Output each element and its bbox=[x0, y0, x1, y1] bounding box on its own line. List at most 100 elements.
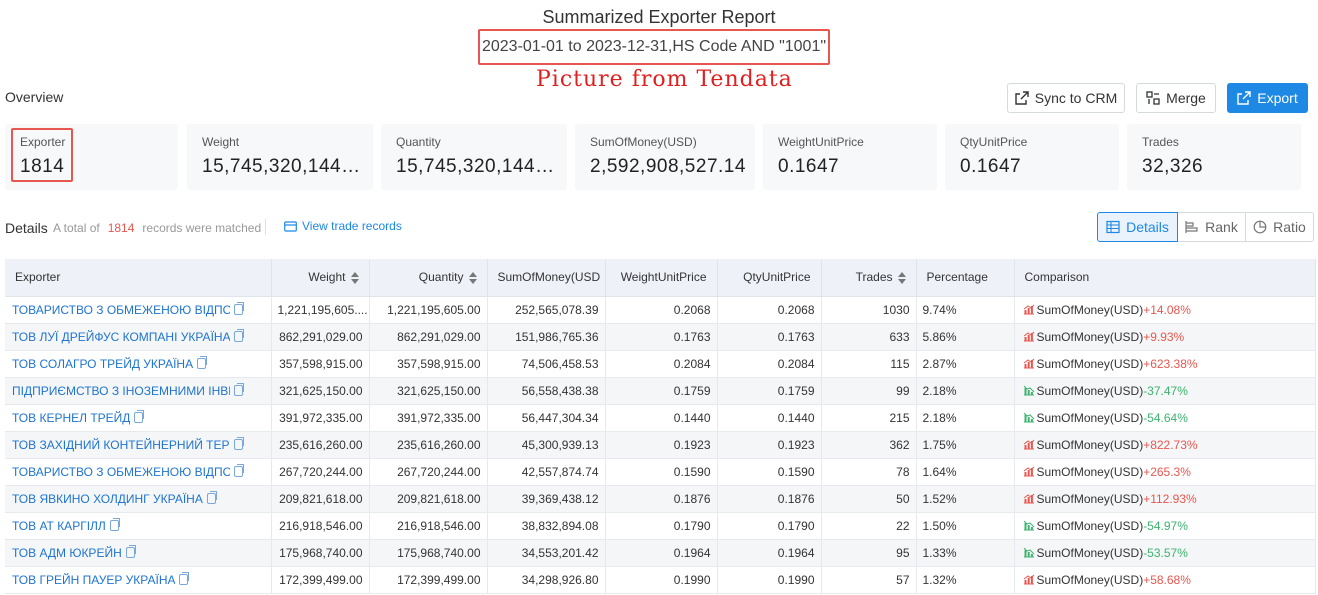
sync-to-crm-button[interactable]: Sync to CRM bbox=[1007, 83, 1125, 113]
comparison-value: +265.3% bbox=[1143, 464, 1191, 479]
sum-of-money-cell: 74,506,458.53 bbox=[487, 350, 606, 378]
sum-of-money-cell: 252,565,078.39 bbox=[487, 296, 606, 324]
column-header-trades[interactable]: Trades bbox=[821, 259, 917, 297]
column-header-sum-of-money[interactable]: SumOfMoney(USD bbox=[487, 259, 606, 297]
weight-unit-price-cell: 0.1964 bbox=[605, 539, 718, 567]
view-trade-records-label: View trade records bbox=[302, 219, 402, 233]
weight-unit-price-cell: 0.2084 bbox=[605, 350, 718, 378]
exporter-cell[interactable]: ТОВ ЗАХІДНИЙ КОНТЕЙНЕРНИЙ ТЕРМІНАЛ bbox=[5, 431, 272, 459]
copy-icon[interactable] bbox=[206, 491, 217, 505]
card-icon bbox=[284, 220, 297, 232]
copy-icon[interactable] bbox=[234, 437, 244, 451]
exporter-name-link[interactable]: ТОВ АДМ ЮКРЕЙН bbox=[12, 545, 122, 560]
exporter-name-link[interactable]: ТОВАРИСТВО З ОБМЕЖЕНОЮ ВІДПОВІДАЛЬНІСТЮ bbox=[12, 464, 230, 479]
copy-icon[interactable] bbox=[234, 383, 244, 397]
tab-details-label: Details bbox=[1126, 219, 1169, 235]
exporter-cell[interactable]: ТОВ АТ КАРГІЛЛ bbox=[5, 512, 272, 540]
sum-of-money-cell: 45,300,939.13 bbox=[487, 431, 606, 459]
comparison-cell: SumOfMoney(USD)-37.47% bbox=[1014, 377, 1316, 405]
card-trades: Trades 32,326 bbox=[1127, 124, 1301, 190]
sum-of-money-cell: 34,553,201.42 bbox=[487, 539, 606, 567]
exporter-name-link[interactable]: ТОВ АТ КАРГІЛЛ bbox=[12, 518, 106, 533]
exporter-cell[interactable]: ТОВ АДМ ЮКРЕЙН bbox=[5, 539, 272, 567]
exporter-name-link[interactable]: ТОВ КЕРНЕЛ ТРЕЙД bbox=[12, 410, 131, 425]
card-quantity: Quantity 15,745,320,144.... bbox=[381, 124, 567, 190]
tab-details[interactable]: Details bbox=[1097, 212, 1178, 242]
card-value: 15,745,320,144.... bbox=[396, 156, 556, 177]
exporter-cell[interactable]: ТОВ КЕРНЕЛ ТРЕЙД bbox=[5, 404, 272, 432]
trades-cell: 115 bbox=[821, 350, 917, 378]
copy-icon[interactable] bbox=[197, 356, 208, 370]
card-weight: Weight 15,745,320,144.... bbox=[187, 124, 373, 190]
exporter-cell[interactable]: ТОВ ГРЕЙН ПАУЕР УКРАЇНА bbox=[5, 566, 272, 594]
trend-up-chart-icon bbox=[1023, 574, 1034, 584]
qty-unit-price-cell: 0.2084 bbox=[717, 350, 822, 378]
copy-icon[interactable] bbox=[234, 302, 244, 316]
sum-of-money-cell: 151,986,765.36 bbox=[487, 323, 606, 351]
comparison-value: +112.93% bbox=[1143, 491, 1197, 506]
comparison-cell: SumOfMoney(USD)+112.93% bbox=[1014, 485, 1316, 513]
exporter-name-link[interactable]: ТОВ ЛУЇ ДРЕЙФУС КОМПАНІ УКРАЇНА bbox=[12, 329, 230, 344]
table-row: ТОВ АДМ ЮКРЕЙН 175,968,740.00 175,968,740.… bbox=[5, 539, 1316, 567]
card-value: 2,592,908,527.14 bbox=[590, 156, 746, 177]
sort-icon[interactable] bbox=[468, 272, 477, 285]
quantity-cell: 391,972,335.00 bbox=[369, 404, 488, 432]
tab-rank-label: Rank bbox=[1205, 219, 1238, 235]
sort-icon[interactable] bbox=[350, 272, 359, 285]
quantity-cell: 357,598,915.00 bbox=[369, 350, 488, 378]
exporter-name-link[interactable]: ТОВ ГРЕЙН ПАУЕР УКРАЇНА bbox=[12, 572, 176, 587]
trend-up-chart-icon bbox=[1023, 466, 1034, 476]
copy-icon[interactable] bbox=[109, 518, 120, 532]
exporter-name-link[interactable]: ТОВ ЯВКИНО ХОЛДИНГ УКРАЇНА bbox=[12, 491, 203, 506]
exporter-name-link[interactable]: ПІДПРИЄМСТВО З ІНОЗЕМНИМИ ІНВЕСТИЦІЯМИ bbox=[12, 383, 230, 398]
comparison-label: SumOfMoney(USD) bbox=[1036, 329, 1144, 344]
exporter-cell[interactable]: ТОВ ЯВКИНО ХОЛДИНГ УКРАЇНА bbox=[5, 485, 272, 513]
comparison-label: SumOfMoney(USD) bbox=[1036, 491, 1144, 506]
weight-unit-price-cell: 0.1923 bbox=[605, 431, 718, 459]
copy-icon[interactable] bbox=[234, 464, 244, 478]
merge-button[interactable]: Merge bbox=[1136, 83, 1216, 113]
exporter-cell[interactable]: ТОВ СОЛАГРО ТРЕЙД УКРАЇНА bbox=[5, 350, 272, 378]
sum-of-money-cell: 38,832,894.08 bbox=[487, 512, 606, 540]
qty-unit-price-cell: 0.1590 bbox=[717, 458, 822, 486]
watermark-text: Picture from Tendata bbox=[536, 67, 793, 92]
exporter-name-link[interactable]: ТОВАРИСТВО З ОБМЕЖЕНОЮ ВІДПОВІДАЛЬНІСТЮ bbox=[12, 302, 230, 317]
weight-cell: 862,291,029.00 bbox=[271, 323, 370, 351]
trend-up-chart-icon bbox=[1023, 493, 1034, 503]
copy-icon[interactable] bbox=[179, 572, 190, 586]
trades-cell: 57 bbox=[821, 566, 917, 594]
exporter-cell[interactable]: ТОВ ЛУЇ ДРЕЙФУС КОМПАНІ УКРАЇНА bbox=[5, 323, 272, 351]
column-header-quantity[interactable]: Quantity bbox=[369, 259, 488, 297]
tab-ratio[interactable]: Ratio bbox=[1245, 212, 1314, 242]
copy-icon[interactable] bbox=[234, 329, 244, 343]
query-summary: 2023-01-01 to 2023-12-31,HS Code AND "10… bbox=[478, 29, 830, 65]
weight-cell: 172,399,499.00 bbox=[271, 566, 370, 594]
sort-icon[interactable] bbox=[897, 272, 906, 285]
weight-cell: 391,972,335.00 bbox=[271, 404, 370, 432]
export-button[interactable]: Export bbox=[1227, 83, 1308, 113]
weight-unit-price-cell: 0.1790 bbox=[605, 512, 718, 540]
exporter-name-link[interactable]: ТОВ ЗАХІДНИЙ КОНТЕЙНЕРНИЙ ТЕРМІНАЛ bbox=[12, 437, 230, 452]
tab-rank[interactable]: Rank bbox=[1177, 212, 1246, 242]
exporter-cell[interactable]: ТОВАРИСТВО З ОБМЕЖЕНОЮ ВІДПОВІДАЛЬНІСТЮ bbox=[5, 458, 272, 486]
view-trade-records-link[interactable]: View trade records bbox=[284, 219, 402, 233]
comparison-cell: SumOfMoney(USD)+265.3% bbox=[1014, 458, 1316, 486]
column-header-weight[interactable]: Weight bbox=[271, 259, 370, 297]
card-sum-of-money: SumOfMoney(USD) 2,592,908,527.14 bbox=[575, 124, 755, 190]
comparison-label: SumOfMoney(USD) bbox=[1036, 302, 1144, 317]
card-exporter: Exporter 1814 bbox=[5, 124, 178, 190]
copy-icon[interactable] bbox=[125, 545, 136, 559]
trend-down-chart-icon bbox=[1023, 385, 1034, 395]
card-label: Quantity bbox=[396, 135, 441, 149]
exporter-name-link[interactable]: ТОВ СОЛАГРО ТРЕЙД УКРАЇНА bbox=[12, 356, 194, 371]
merge-icon bbox=[1146, 91, 1160, 105]
exporter-cell[interactable]: ТОВАРИСТВО З ОБМЕЖЕНОЮ ВІДПОВІДАЛЬНІСТЮ bbox=[5, 296, 272, 324]
column-header-comparison: Comparison bbox=[1014, 259, 1316, 297]
copy-icon[interactable] bbox=[134, 410, 145, 424]
exporter-cell[interactable]: ПІДПРИЄМСТВО З ІНОЗЕМНИМИ ІНВЕСТИЦІЯМИ bbox=[5, 377, 272, 405]
trades-cell: 99 bbox=[821, 377, 917, 405]
trend-down-chart-icon bbox=[1023, 520, 1034, 530]
table-row: ТОВАРИСТВО З ОБМЕЖЕНОЮ ВІДПОВІДАЛЬНІСТЮ 2… bbox=[5, 458, 1316, 486]
percentage-cell: 1.64% bbox=[916, 458, 1015, 486]
qty-unit-price-cell: 0.2068 bbox=[717, 296, 822, 324]
